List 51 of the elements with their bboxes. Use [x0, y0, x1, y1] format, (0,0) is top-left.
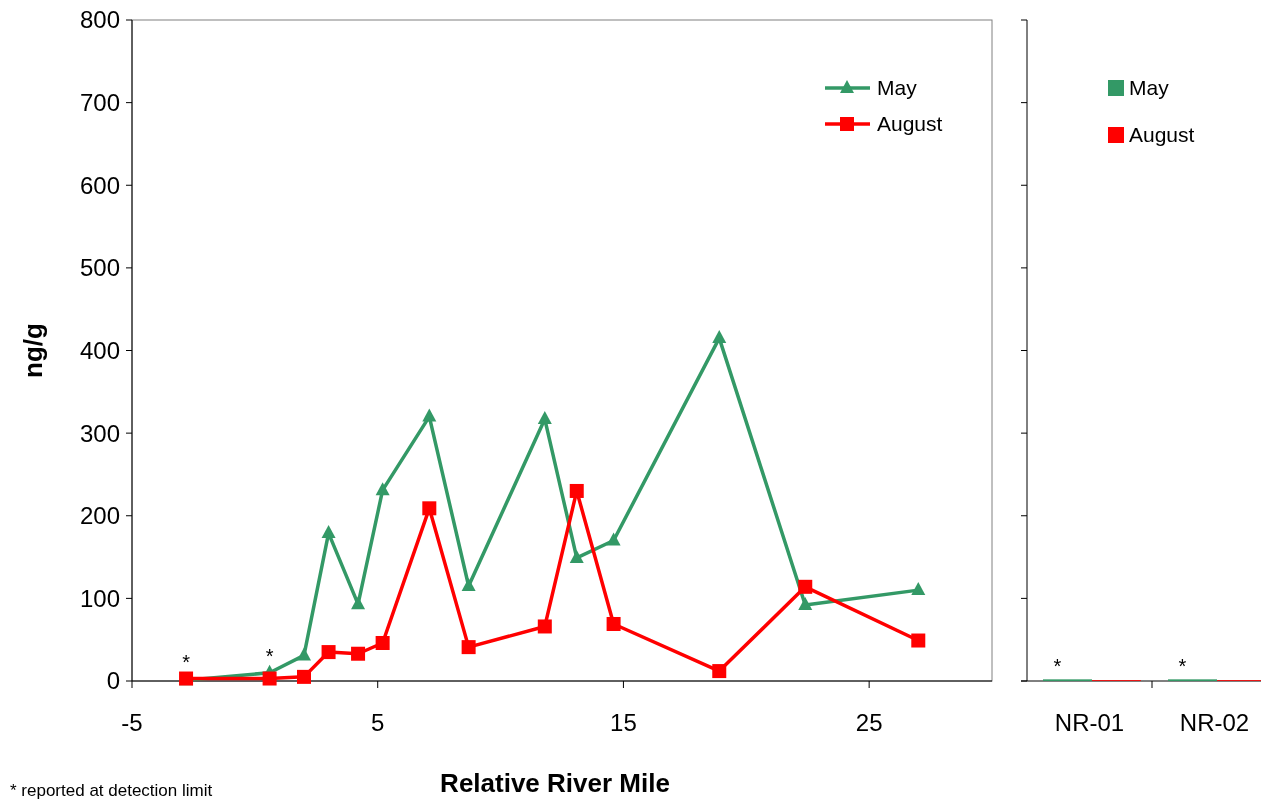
point [461, 577, 476, 591]
x-axis-title: Relative River Mile [440, 768, 670, 798]
point [321, 525, 336, 539]
point [798, 596, 813, 610]
x-tick-label: -5 [121, 709, 143, 736]
text: * reported at detection limit [10, 781, 213, 800]
legend-label: August [1129, 123, 1195, 147]
point [712, 664, 727, 679]
point [911, 582, 926, 596]
point [712, 330, 727, 344]
y-tick-label: 100 [79, 584, 120, 612]
annotation: * [1053, 655, 1062, 678]
point [262, 671, 277, 686]
point [606, 532, 621, 546]
x-tick-label: NR-02 [1179, 709, 1250, 736]
x-tick-label: NR-01 [1054, 709, 1125, 736]
point [375, 635, 390, 650]
annotation: * [182, 650, 191, 673]
point [375, 482, 390, 496]
point [798, 579, 813, 594]
point [569, 483, 584, 498]
annotation: * [1178, 655, 1187, 678]
x-tick-label: 15 [610, 709, 637, 736]
y-tick-label: 0 [106, 667, 120, 695]
y-tick-label: 700 [79, 89, 120, 117]
point [351, 646, 366, 661]
point [321, 645, 336, 660]
x-tick-label: 25 [855, 709, 883, 736]
point [422, 501, 437, 516]
y-axis-title: ng/g [18, 323, 48, 378]
point [569, 549, 584, 563]
point [537, 411, 552, 425]
y-tick-label: 300 [79, 419, 120, 447]
y-tick-label: 400 [79, 336, 120, 364]
annotation: * [265, 644, 274, 667]
legend-label: August [877, 112, 943, 136]
y-tick-label: 600 [79, 171, 120, 199]
y-tick-label: 200 [79, 502, 120, 530]
y-tick-label: 500 [79, 254, 120, 282]
legend-label: May [877, 76, 918, 100]
y-tick-label: 800 [79, 6, 120, 34]
point [461, 640, 476, 655]
point [537, 619, 552, 634]
point [297, 647, 311, 661]
point [297, 669, 311, 684]
legend-label: May [1129, 76, 1170, 100]
point [606, 616, 621, 631]
point [911, 633, 926, 648]
point [351, 596, 366, 610]
point [422, 408, 437, 422]
x-tick-label: 5 [371, 709, 385, 736]
